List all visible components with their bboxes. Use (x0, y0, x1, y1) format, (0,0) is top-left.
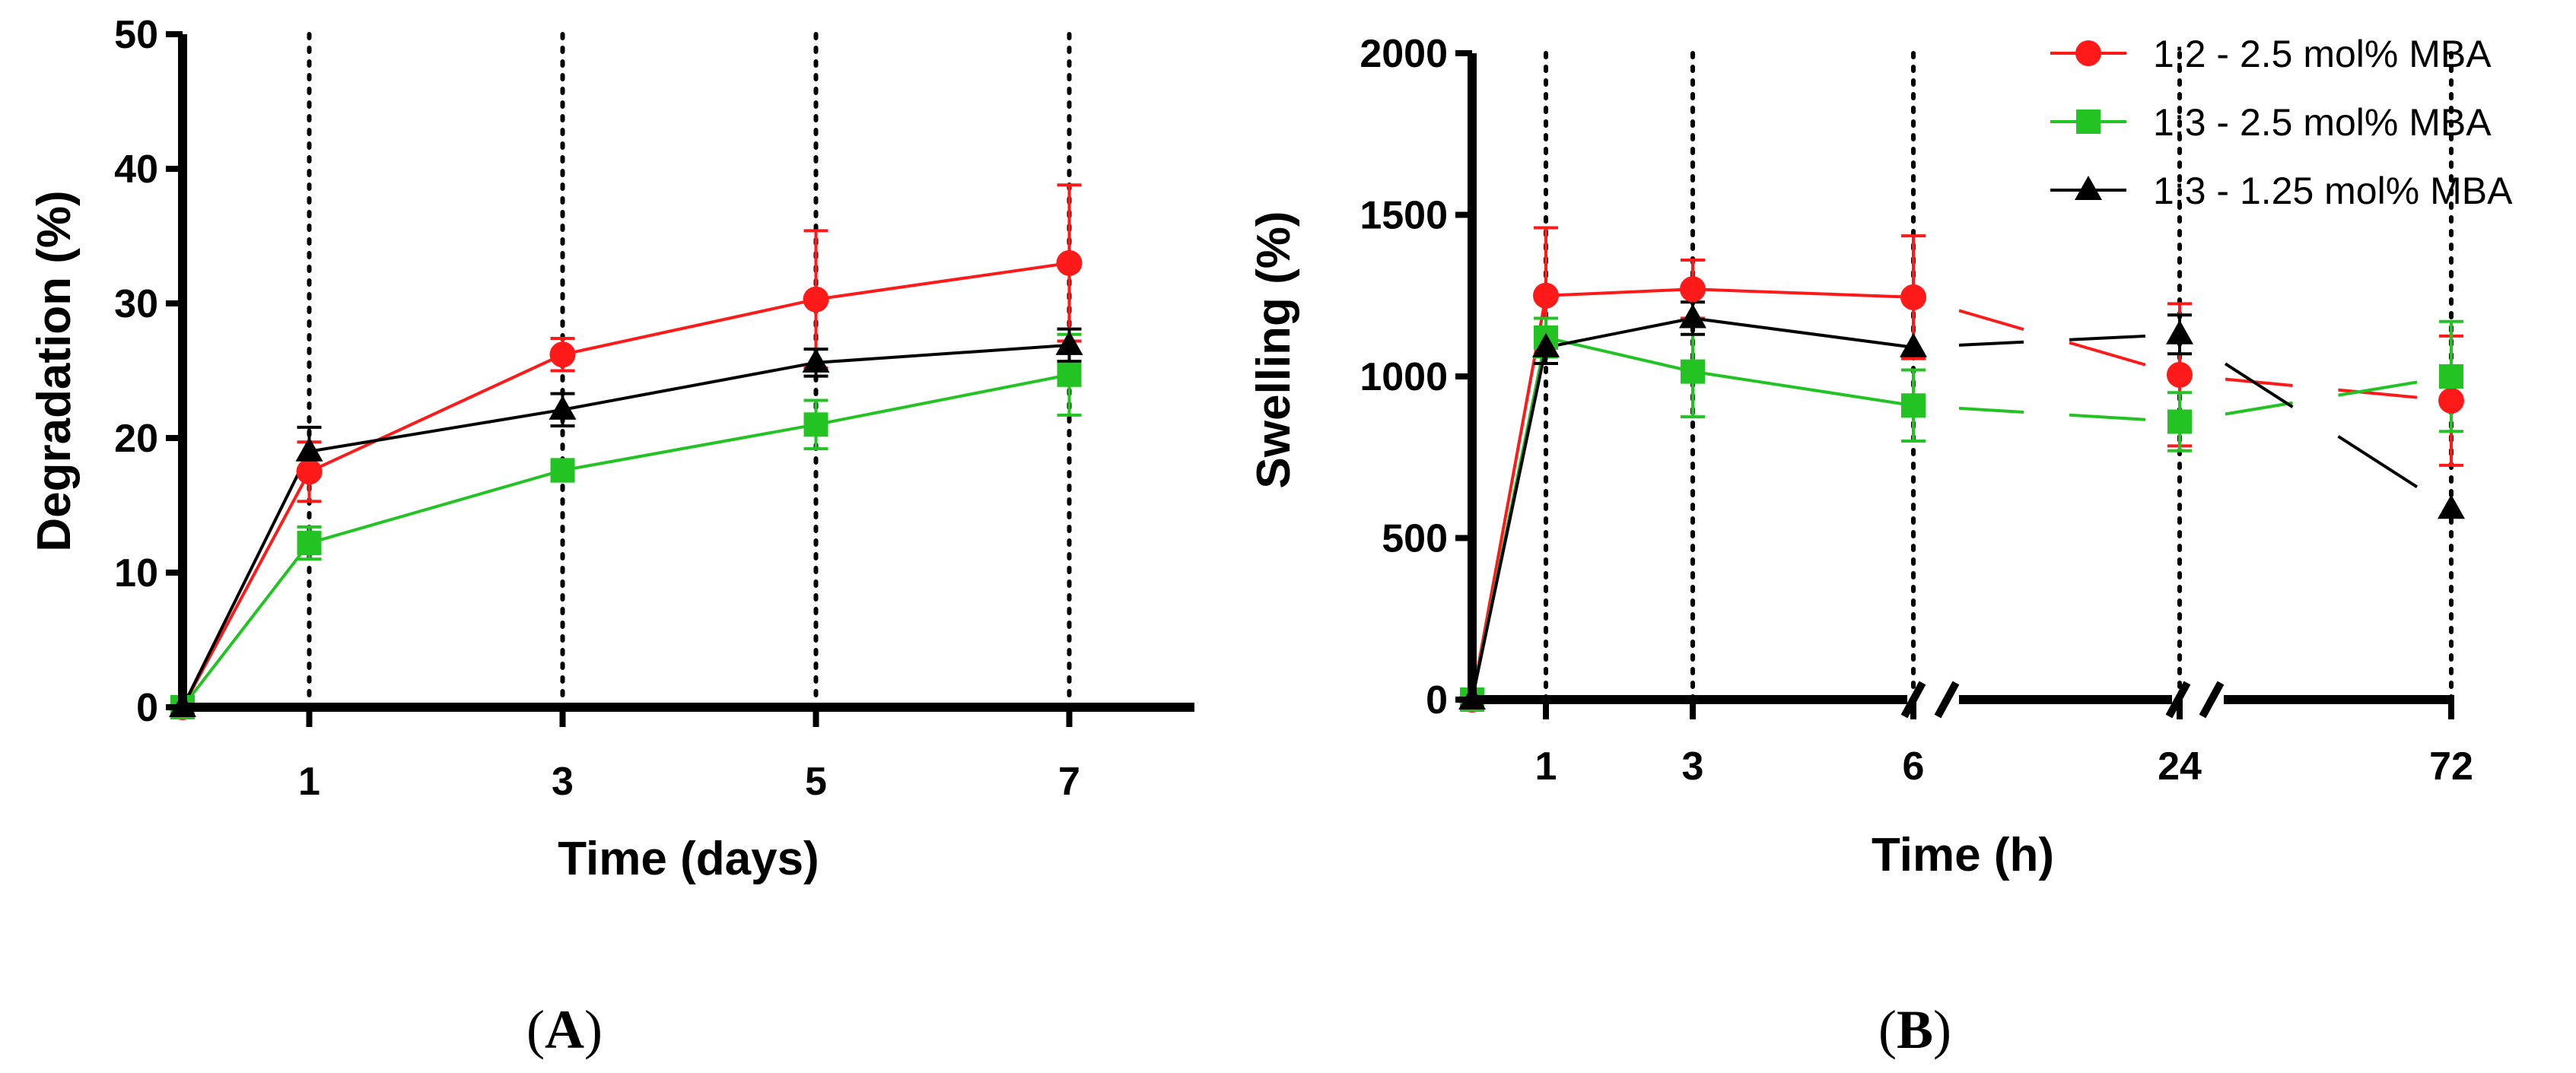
series-segment-2 (1692, 316, 1914, 349)
series-segment-0 (1692, 287, 1914, 299)
x-tick-label: 3 (1682, 744, 1704, 789)
series-segment-0 (2069, 341, 2146, 367)
y-tick-label: 0 (1426, 678, 1448, 722)
series-segment-2 (1958, 340, 2024, 347)
series-segment-1 (1692, 370, 1914, 408)
data-point-series-0 (296, 459, 323, 485)
x-tick-label: 3 (552, 760, 574, 804)
data-point-series-0 (1900, 284, 1926, 310)
series-segment-2 (2337, 435, 2419, 489)
series-line-0 (181, 261, 1070, 708)
legend: 1:2 - 2.5 mol% MBA 1:3 - 2.5 mol% MBA 1:3 … (2050, 33, 2513, 212)
data-point-series-0 (1056, 249, 1083, 276)
legend-marker-2 (2075, 176, 2102, 200)
data-point-series-2 (802, 348, 830, 373)
data-point-series-1 (2439, 364, 2463, 389)
data-point-series-1 (1681, 359, 1705, 384)
data-point-series-0 (1680, 276, 1706, 303)
data-point-series-0 (2438, 387, 2464, 414)
data-point-series-1 (550, 458, 575, 483)
y-tick-label: 1000 (1360, 355, 1448, 399)
data-point-series-1 (1901, 393, 1926, 418)
y-tick-label: 1500 (1360, 194, 1448, 238)
panel-label-a: (A) (526, 999, 603, 1060)
legend-label-2: 1:3 - 1.25 mol% MBA (2153, 170, 2513, 212)
data-point-series-0 (549, 341, 576, 368)
series-segment-2 (2224, 362, 2294, 408)
data-point-series-1 (2167, 409, 2192, 434)
series-segment-2 (1545, 316, 1693, 349)
y-tick-label: 30 (114, 282, 158, 326)
y-tick-label: 50 (114, 13, 158, 57)
series-segment-1 (1958, 406, 2024, 414)
y-tick-label: 10 (114, 551, 158, 595)
y-tick-label: 2000 (1360, 32, 1448, 76)
series-segment-0 (2338, 388, 2418, 399)
panel-a-degradation-chart: 0 10 20 30 40 50 1 3 5 7 Time (days) Degradation (%… (28, 13, 1194, 885)
series-segment-2 (1471, 347, 1547, 700)
data-point-series-1 (297, 531, 322, 556)
legend-label-1: 1:3 - 2.5 mol% MBA (2153, 101, 2492, 144)
data-point-series-1 (1057, 362, 1082, 387)
axis-break-mark (1934, 681, 1960, 719)
y-tick-label: 0 (136, 686, 158, 730)
x-tick-label: 5 (805, 760, 827, 804)
data-point-series-2 (1900, 332, 1927, 357)
y-tick-label: 500 (1382, 517, 1448, 561)
y-axis-title: Degradation (%) (28, 190, 81, 551)
data-point-series-2 (2166, 319, 2193, 344)
legend-marker-0 (2075, 40, 2101, 66)
data-point-series-2 (1532, 332, 1560, 357)
panel-b-swelling-chart: 0 500 1000 1500 2000 1 3 6 24 72 Time (h) Swelling … (1248, 32, 2473, 881)
data-point-series-0 (803, 286, 829, 313)
legend-label-0: 1:2 - 2.5 mol% MBA (2153, 33, 2492, 75)
x-tick-label: 1 (1535, 744, 1557, 789)
x-axis-title: Time (days) (558, 833, 819, 885)
panel-label-b: (B) (1878, 999, 1951, 1060)
y-axis-title: Swelling (%) (1248, 211, 1300, 488)
x-tick-label: 1 (298, 760, 320, 804)
y-tick-label: 20 (114, 417, 158, 461)
x-tick-label: 24 (2158, 744, 2202, 789)
series-segment-0 (1545, 287, 1693, 297)
series-segment-2 (2069, 334, 2146, 341)
series-segment-1 (2338, 380, 2418, 397)
data-point-series-2 (295, 437, 323, 462)
x-tick-label: 6 (1903, 744, 1925, 789)
axis-break-mark (2199, 681, 2225, 719)
data-point-series-0 (1533, 282, 1559, 309)
data-point-series-2 (549, 395, 577, 420)
series-segment-0 (2225, 377, 2293, 388)
series-segment-1 (2069, 413, 2146, 421)
data-point-series-2 (1679, 303, 1706, 329)
data-point-series-2 (1055, 330, 1083, 355)
y-tick-label: 40 (114, 148, 158, 192)
data-point-series-2 (2438, 494, 2465, 519)
x-axis-title: Time (h) (1872, 829, 2054, 881)
data-point-series-0 (2167, 361, 2193, 388)
series-segment-1 (2225, 401, 2293, 416)
series-segment-0 (1958, 309, 2024, 332)
legend-marker-1 (2076, 110, 2101, 134)
data-point-series-1 (803, 412, 828, 437)
x-tick-label: 7 (1058, 760, 1080, 804)
x-tick-label: 72 (2429, 744, 2473, 789)
